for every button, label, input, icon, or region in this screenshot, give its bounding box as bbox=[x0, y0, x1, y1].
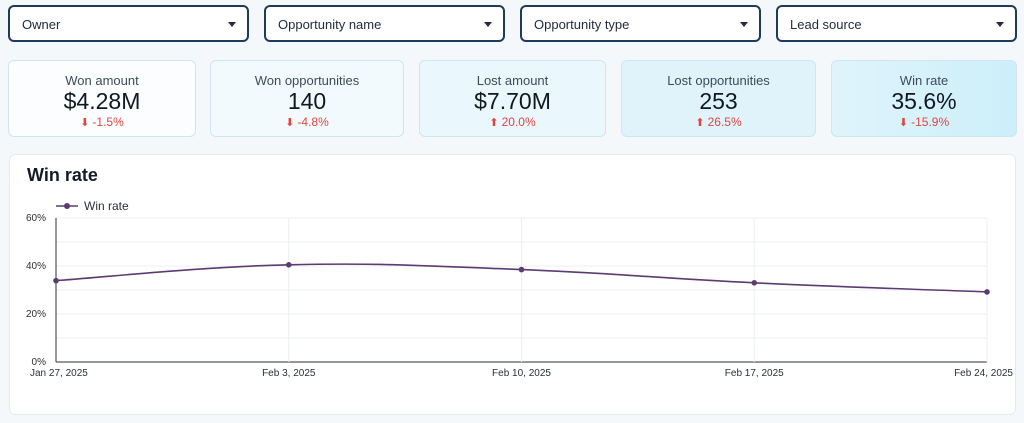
grid bbox=[55, 217, 988, 363]
filter-owner-label: Owner bbox=[22, 17, 61, 32]
data-point[interactable] bbox=[984, 289, 990, 295]
chevron-down-icon bbox=[228, 22, 236, 27]
x-tick-label: Feb 10, 2025 bbox=[492, 368, 551, 379]
data-point[interactable] bbox=[53, 277, 59, 284]
y-tick-label: 60% bbox=[26, 213, 46, 224]
filter-opportunity-name-label: Opportunity name bbox=[278, 17, 382, 32]
kpi-delta: ⬇ -1.5% bbox=[9, 115, 195, 129]
kpi-delta-value: -1.5% bbox=[92, 115, 124, 129]
kpi-delta: ⬆ 26.5% bbox=[622, 115, 815, 129]
arrow-up-icon: ⬆ bbox=[489, 117, 499, 129]
chart-title: Win rate bbox=[27, 165, 98, 185]
filter-owner[interactable]: Owner bbox=[8, 5, 249, 42]
legend-marker-icon bbox=[64, 203, 70, 209]
kpi-delta-value: -4.8% bbox=[297, 115, 329, 129]
chevron-down-icon bbox=[996, 22, 1004, 27]
y-tick-label: 40% bbox=[26, 261, 46, 272]
kpi-label: Win rate bbox=[899, 73, 949, 88]
kpi-value: $7.70M bbox=[474, 88, 551, 114]
filter-opportunity-type-label: Opportunity type bbox=[534, 17, 630, 32]
filter-lead-source-label: Lead source bbox=[790, 17, 862, 32]
arrow-down-icon: ⬇ bbox=[285, 117, 295, 129]
kpi-delta-value: -15.9% bbox=[911, 115, 950, 129]
kpi-label: Won amount bbox=[65, 73, 139, 88]
arrow-down-icon: ⬇ bbox=[898, 117, 909, 129]
kpi-value: 35.6% bbox=[891, 88, 957, 114]
kpi-value: 253 bbox=[699, 88, 738, 114]
kpi-delta: ⬇ -15.9% bbox=[832, 115, 1016, 129]
arrow-down-icon: ⬇ bbox=[80, 117, 90, 129]
kpi-win-rate: Win rate 35.6% ⬇ -15.9% bbox=[831, 60, 1017, 137]
kpi-value: $4.28M bbox=[63, 88, 141, 114]
y-tick-label: 0% bbox=[32, 357, 47, 368]
chevron-down-icon bbox=[484, 22, 492, 27]
kpi-won-amount: Won amount $4.28M ⬇ -1.5% bbox=[8, 60, 196, 137]
kpi-value: 140 bbox=[287, 88, 327, 114]
series-points bbox=[53, 262, 990, 295]
kpi-delta-value: 20.0% bbox=[501, 115, 536, 129]
filter-lead-source[interactable]: Lead source bbox=[776, 5, 1017, 42]
kpi-delta: ⬆ 20.0% bbox=[420, 115, 605, 129]
kpi-won-opportunities: Won opportunities 140 ⬇ -4.8% bbox=[210, 60, 404, 137]
x-tick-label: Feb 17, 2025 bbox=[725, 368, 784, 379]
kpi-label: Won opportunities bbox=[254, 73, 360, 88]
kpi-label: Lost opportunities bbox=[667, 73, 770, 88]
x-axis-ticks: Jan 27, 2025 Feb 3, 2025 Feb 10, 2025 Feb 1… bbox=[30, 368, 1013, 379]
x-tick-label: Feb 3, 2025 bbox=[262, 368, 316, 379]
data-point[interactable] bbox=[751, 280, 758, 286]
kpi-delta-value: 26.5% bbox=[707, 115, 742, 129]
kpi-label: Lost amount bbox=[476, 73, 549, 88]
kpi-lost-opportunities: Lost opportunities 253 ⬆ 26.5% bbox=[621, 60, 816, 137]
data-point[interactable] bbox=[285, 262, 292, 268]
chevron-down-icon bbox=[740, 22, 748, 27]
y-axis-ticks: 0% 20% 40% 60% bbox=[26, 213, 46, 368]
filter-opportunity-type[interactable]: Opportunity type bbox=[520, 5, 761, 42]
kpi-delta: ⬇ -4.8% bbox=[211, 115, 403, 129]
x-tick-label: Jan 27, 2025 bbox=[30, 368, 88, 379]
chart-panel bbox=[9, 154, 1016, 415]
filter-opportunity-name[interactable]: Opportunity name bbox=[264, 5, 505, 42]
data-point[interactable] bbox=[518, 266, 525, 273]
arrow-up-icon: ⬆ bbox=[695, 117, 705, 129]
kpi-lost-amount: Lost amount $7.70M ⬆ 20.0% bbox=[419, 60, 606, 137]
y-tick-label: 20% bbox=[26, 309, 46, 320]
legend-label: Win rate bbox=[84, 199, 129, 213]
legend: Win rate bbox=[56, 199, 129, 213]
x-tick-label: Feb 24, 2025 bbox=[954, 368, 1013, 379]
